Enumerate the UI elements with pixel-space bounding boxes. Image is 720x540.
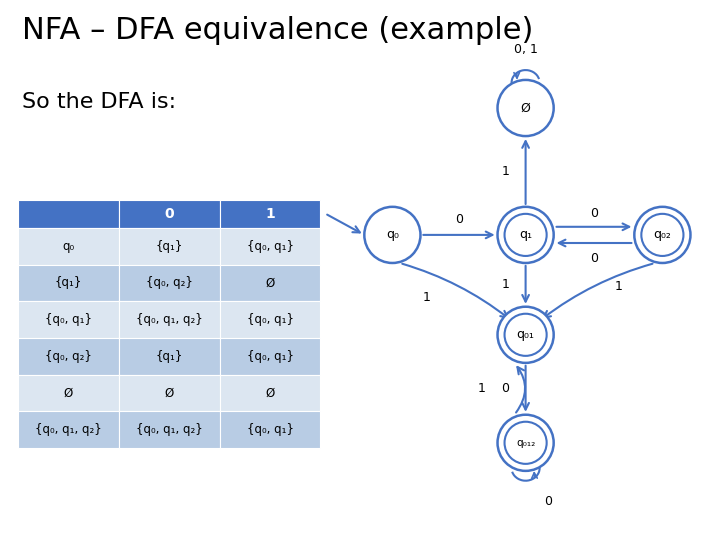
Ellipse shape: [498, 307, 554, 363]
Text: Ø: Ø: [165, 387, 174, 400]
Text: 0: 0: [590, 252, 598, 265]
Text: 1: 1: [423, 291, 431, 304]
Text: {q₀, q₂}: {q₀, q₂}: [145, 276, 193, 289]
Text: q₀₁: q₀₁: [517, 328, 534, 341]
Text: {q₀, q₁}: {q₀, q₁}: [246, 423, 294, 436]
Text: {q₁}: {q₁}: [55, 276, 82, 289]
Text: Ø: Ø: [521, 102, 531, 114]
Text: Ø: Ø: [64, 387, 73, 400]
FancyBboxPatch shape: [119, 375, 220, 411]
FancyBboxPatch shape: [220, 265, 320, 301]
FancyBboxPatch shape: [18, 265, 119, 301]
Text: {q₀, q₁}: {q₀, q₁}: [246, 350, 294, 363]
FancyBboxPatch shape: [119, 338, 220, 375]
Text: q₀: q₀: [386, 228, 399, 241]
Text: {q₀, q₁, q₂}: {q₀, q₁, q₂}: [35, 423, 102, 436]
FancyBboxPatch shape: [18, 301, 119, 338]
Text: {q₁}: {q₁}: [156, 240, 183, 253]
Text: {q₀, q₁}: {q₀, q₁}: [246, 313, 294, 326]
Text: Ø: Ø: [266, 276, 274, 289]
FancyBboxPatch shape: [18, 200, 119, 228]
Text: 1: 1: [478, 382, 486, 395]
Text: {q₀, q₁, q₂}: {q₀, q₁, q₂}: [136, 423, 202, 436]
Text: q₀₁₂: q₀₁₂: [516, 438, 535, 448]
Text: 0: 0: [544, 495, 552, 508]
FancyBboxPatch shape: [119, 411, 220, 448]
FancyBboxPatch shape: [119, 228, 220, 265]
Text: {q₀, q₁}: {q₀, q₁}: [246, 240, 294, 253]
Text: q₀: q₀: [63, 240, 74, 253]
Ellipse shape: [498, 80, 554, 136]
Text: 1: 1: [502, 278, 509, 292]
Text: {q₀, q₁}: {q₀, q₁}: [45, 313, 92, 326]
FancyBboxPatch shape: [220, 375, 320, 411]
FancyBboxPatch shape: [119, 265, 220, 301]
FancyBboxPatch shape: [220, 411, 320, 448]
Text: q₁: q₁: [519, 228, 532, 241]
Text: 0: 0: [164, 207, 174, 221]
Ellipse shape: [364, 207, 420, 263]
Text: {q₁}: {q₁}: [156, 350, 183, 363]
Ellipse shape: [498, 415, 554, 471]
Text: 0: 0: [590, 207, 598, 220]
FancyBboxPatch shape: [220, 228, 320, 265]
FancyBboxPatch shape: [119, 200, 220, 228]
Text: 0: 0: [501, 382, 510, 395]
Text: 0, 1: 0, 1: [513, 43, 538, 56]
Text: {q₀, q₂}: {q₀, q₂}: [45, 350, 92, 363]
FancyBboxPatch shape: [220, 338, 320, 375]
Text: 1: 1: [502, 165, 509, 178]
Text: NFA – DFA equivalence (example): NFA – DFA equivalence (example): [22, 16, 533, 45]
Text: {q₀, q₁, q₂}: {q₀, q₁, q₂}: [136, 313, 202, 326]
Text: So the DFA is:: So the DFA is:: [22, 92, 176, 112]
Text: 1: 1: [615, 280, 623, 293]
Text: 1: 1: [265, 207, 275, 221]
FancyBboxPatch shape: [18, 228, 119, 265]
FancyBboxPatch shape: [18, 375, 119, 411]
FancyBboxPatch shape: [18, 411, 119, 448]
Text: q₀₂: q₀₂: [654, 228, 671, 241]
Ellipse shape: [634, 207, 690, 263]
FancyBboxPatch shape: [18, 338, 119, 375]
Text: 0: 0: [455, 213, 463, 226]
Ellipse shape: [498, 207, 554, 263]
Text: Ø: Ø: [266, 387, 274, 400]
FancyBboxPatch shape: [220, 301, 320, 338]
FancyBboxPatch shape: [220, 200, 320, 228]
FancyBboxPatch shape: [119, 301, 220, 338]
